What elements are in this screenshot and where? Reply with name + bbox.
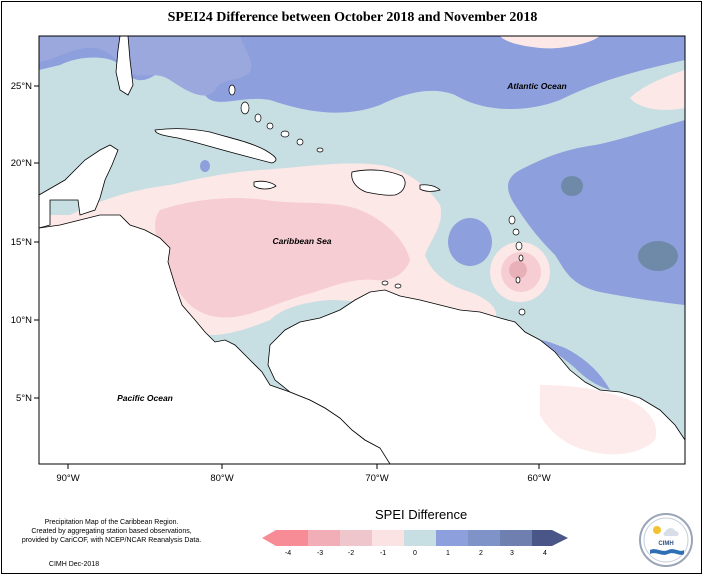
label-pacific-ocean: Pacific Ocean	[117, 393, 173, 403]
shade-pink-ne	[630, 70, 685, 110]
x-tick-label: 80°W	[210, 473, 233, 484]
x-tick-label: 90°W	[56, 473, 79, 484]
legend-tick-label: 3	[510, 550, 514, 557]
cimh-logo-icon: CIMH	[639, 513, 693, 567]
spei-shading	[39, 36, 685, 464]
axis-ticks	[34, 85, 540, 469]
footer-line: Created by aggregating station based obs…	[31, 528, 192, 535]
shade-blue-small	[200, 160, 210, 172]
label-atlantic-ocean: Atlantic Ocean	[506, 81, 567, 91]
land-bahamas	[228, 84, 324, 153]
legend-ticks: -4 -3 -2 -1 0 1 2 3 4	[285, 550, 547, 557]
legend-tick-label: 0	[413, 550, 417, 557]
legend-tick-label: 1	[446, 550, 450, 557]
land-florida	[115, 36, 134, 96]
legend-swatch	[308, 530, 340, 546]
legend-swatch	[500, 530, 532, 546]
y-tick-label: 20°N	[11, 158, 32, 169]
footer-line: provided by CariCOF, with NCEP/NCAR Rean…	[21, 537, 202, 544]
shade-blue-nw	[39, 36, 252, 96]
legend-tick-label: -2	[348, 550, 354, 557]
y-tick-label: 15°N	[11, 237, 32, 248]
shade-blue-mid	[448, 218, 492, 266]
land-yucatan	[39, 144, 119, 229]
legend-tick-label: 4	[543, 550, 547, 557]
plot-border	[38, 35, 686, 465]
legend-swatch	[532, 530, 552, 546]
land-puerto-rico	[419, 184, 441, 192]
footer-description: Precipitation Map of the Caribbean Regio…	[14, 518, 209, 545]
legend-swatch	[276, 530, 308, 546]
y-tick-label: 25°N	[11, 81, 32, 92]
land-cuba	[154, 128, 277, 164]
label-caribbean-sea: Caribbean Sea	[272, 236, 331, 246]
legend-tick-label: -1	[380, 550, 386, 557]
y-tick-label: 10°N	[11, 315, 32, 326]
legend-tick-label: 2	[479, 550, 483, 557]
legend-colorbar	[262, 530, 568, 546]
legend-swatch	[372, 530, 404, 546]
shade-dark-pink-east	[509, 261, 527, 279]
legend-arrow-left	[262, 530, 276, 546]
legend-swatch	[404, 530, 436, 546]
legend-title: SPEI Difference	[375, 507, 468, 522]
legend-tick-label: -3	[317, 550, 323, 557]
footer-line: Precipitation Map of the Caribbean Regio…	[44, 519, 179, 526]
shade-pink-top	[500, 36, 600, 49]
legend-swatch	[436, 530, 468, 546]
legend-arrow-right	[552, 530, 568, 546]
shade-blue-sa-coast	[530, 339, 610, 390]
legend-swatch	[340, 530, 372, 546]
shade-guianas	[540, 385, 657, 455]
logo-text: CIMH	[658, 541, 673, 547]
land-jamaica	[253, 180, 277, 190]
footer-credit: CIMH Dec-2018	[48, 561, 100, 568]
shade-dark-blue-2	[638, 241, 678, 271]
x-tick-label: 70°W	[365, 473, 388, 484]
land-hispaniola	[351, 169, 406, 196]
y-tick-label: 5°N	[16, 393, 32, 404]
shade-dark-blue-1	[561, 176, 583, 196]
legend-tick-label: -4	[285, 550, 291, 557]
map-title: SPEI24 Difference between October 2018 a…	[167, 10, 538, 25]
x-tick-label: 60°W	[527, 473, 550, 484]
legend-swatch	[468, 530, 500, 546]
land-lesser-antilles	[381, 215, 526, 316]
shade-pink	[155, 198, 410, 318]
